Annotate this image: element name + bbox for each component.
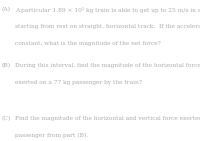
Text: passenger from part (B).: passenger from part (B).: [15, 133, 88, 138]
Text: (B): (B): [2, 63, 11, 69]
Text: starting from rest on straight, horizontal track.  If the acceleration of the tr: starting from rest on straight, horizont…: [15, 24, 200, 29]
Text: Find the magnitude of the horizontal and vertical force exerted on the train by : Find the magnitude of the horizontal and…: [15, 116, 200, 121]
Text: constant, what is the magnitude of the net force?: constant, what is the magnitude of the n…: [15, 41, 161, 46]
Text: A particular 1.89 × 10⁵ kg train is able to get up to 25 m/s in a 58 second inte: A particular 1.89 × 10⁵ kg train is able…: [15, 7, 200, 13]
Text: exerted on a 77 kg passenger by the train?: exerted on a 77 kg passenger by the trai…: [15, 80, 142, 85]
Text: (A): (A): [2, 7, 11, 12]
Text: During this interval, find the magnitude of the horizontal force and the vertica: During this interval, find the magnitude…: [15, 63, 200, 68]
Text: (C): (C): [2, 116, 11, 121]
